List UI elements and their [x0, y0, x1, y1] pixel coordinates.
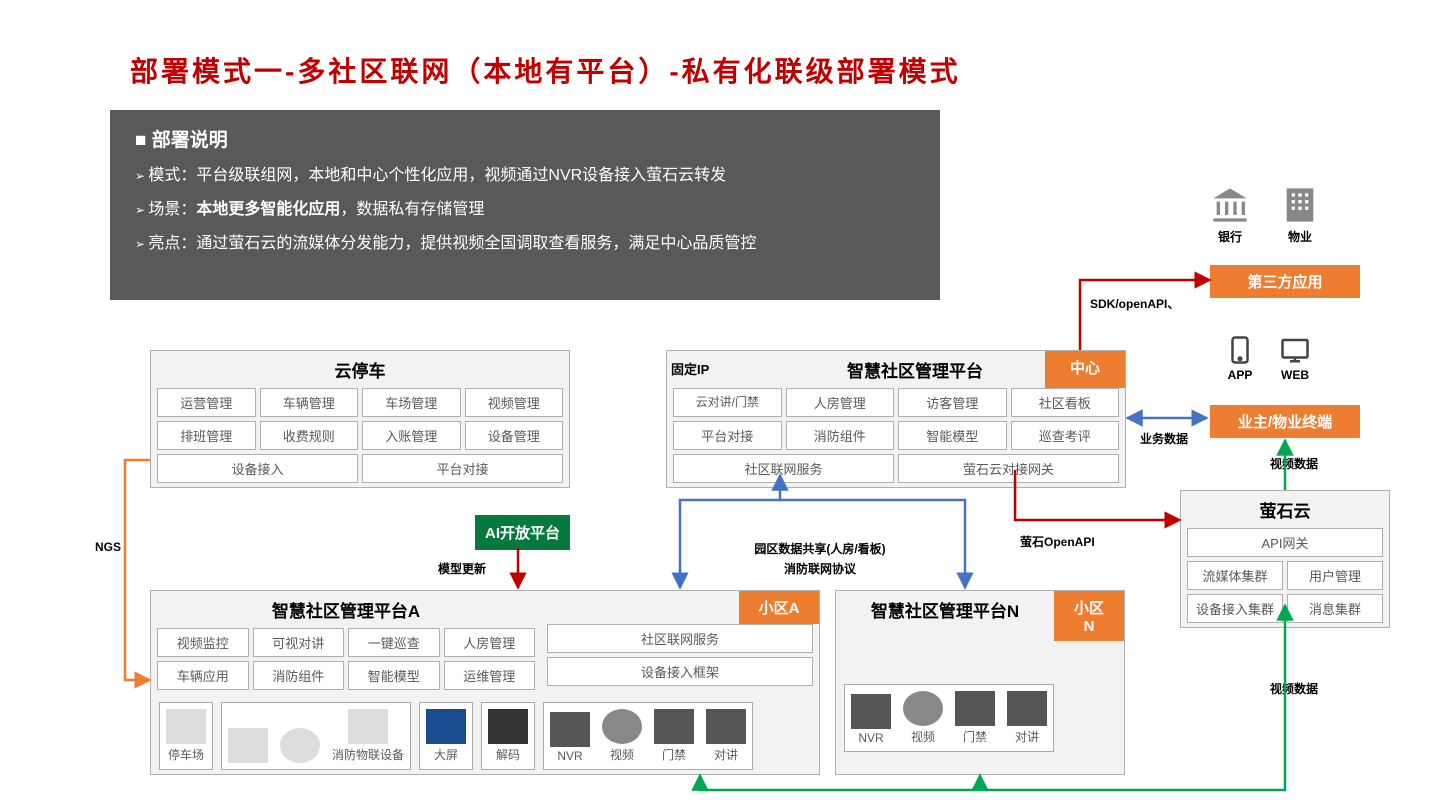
monitor-icon: WEB	[1280, 335, 1310, 382]
cell: 访客管理	[898, 388, 1007, 417]
fire-icon	[228, 728, 268, 763]
cell: 巡查考评	[1011, 421, 1120, 450]
cap: 停车场	[168, 746, 204, 763]
cap: 消防物联设备	[332, 746, 404, 763]
cell: API网关	[1187, 528, 1383, 557]
cap: 视频	[610, 746, 634, 763]
talk-icon	[706, 709, 746, 744]
cell: 设备接入集群	[1187, 594, 1283, 623]
nvr-icon	[851, 694, 891, 729]
cell: 人房管理	[444, 628, 536, 657]
talk-icon	[1007, 691, 1047, 726]
cell: 收费规则	[260, 421, 359, 450]
ys-panel: 萤石云 API网关 流媒体集群用户管理 设备接入集群消息集群	[1180, 490, 1390, 628]
third-badge: 第三方应用	[1210, 265, 1360, 298]
cell: 视频监控	[157, 628, 249, 657]
phone-icon: APP	[1225, 335, 1255, 382]
cell: 用户管理	[1287, 561, 1383, 590]
ai-label: 模型更新	[438, 560, 486, 577]
cell: 运维管理	[444, 661, 536, 690]
parking-title: 云停车	[151, 351, 569, 388]
desc-l2: 场景：本地更多智能化应用，数据私有存储管理	[135, 198, 915, 222]
cap: 对讲	[714, 746, 738, 763]
owner-badge: 业主/物业终端	[1210, 405, 1360, 438]
cell: 设备接入	[157, 454, 358, 483]
cap: 门禁	[662, 746, 686, 763]
screen-icon	[426, 709, 466, 744]
parking-icon	[166, 709, 206, 744]
desc-head: 部署说明	[135, 125, 915, 152]
cam-icon	[903, 691, 943, 726]
desc-l3: 亮点：通过萤石云的流媒体分发能力，提供视频全国调取查看服务，满足中心品质管控	[135, 232, 915, 256]
cell: 智能模型	[898, 421, 1007, 450]
fixed-ip: 固定IP	[667, 351, 785, 388]
cap: 解码	[496, 746, 520, 763]
pa-title: 智慧社区管理平台A	[151, 591, 541, 628]
app-web-icons: APP WEB	[1225, 335, 1310, 382]
parking-panel: 云停车 运营管理车辆管理车场管理视频管理 排班管理收费规则入账管理设备管理 设备…	[150, 350, 570, 488]
cell: 车辆管理	[260, 388, 359, 417]
cell: 车场管理	[362, 388, 461, 417]
biz-label: 业务数据	[1140, 430, 1188, 447]
bank-icon: 银行	[1210, 185, 1250, 245]
cell: 设备接入框架	[547, 657, 813, 686]
cap: NVR	[557, 749, 582, 763]
cap: 对讲	[1015, 728, 1039, 745]
cell: 社区联网服务	[673, 454, 894, 483]
cell: 视频管理	[465, 388, 564, 417]
cell: 消防组件	[786, 421, 895, 450]
decode-icon	[488, 709, 528, 744]
property-icon: 物业	[1280, 185, 1320, 245]
cell: 流媒体集群	[1187, 561, 1283, 590]
cell: 消息集群	[1287, 594, 1383, 623]
center-title: 智慧社区管理平台	[785, 351, 1045, 388]
ai-badge: AI开放平台	[475, 515, 570, 550]
cell: 可视对讲	[253, 628, 345, 657]
fire-label: 消防联网协议	[720, 560, 920, 577]
cell: 萤石云对接网关	[898, 454, 1119, 483]
cell: 一键巡查	[348, 628, 440, 657]
door-icon	[654, 709, 694, 744]
cap: NVR	[858, 731, 883, 745]
cell: 入账管理	[362, 421, 461, 450]
platformA-panel: 智慧社区管理平台A 视频监控可视对讲一键巡查人房管理 车辆应用消防组件智能模型运…	[150, 590, 820, 775]
ys-title: 萤石云	[1181, 491, 1389, 528]
cell: 排班管理	[157, 421, 256, 450]
cell: 社区联网服务	[547, 624, 813, 653]
cell: 社区看板	[1011, 388, 1120, 417]
cell: 平台对接	[362, 454, 563, 483]
fire-icon3	[348, 709, 388, 744]
cell: 设备管理	[465, 421, 564, 450]
pn-badge: 小区N	[1054, 591, 1124, 641]
top-icons: 银行 物业	[1210, 185, 1320, 245]
ngs-label: NGS	[95, 540, 121, 554]
cap: 视频	[911, 728, 935, 745]
cell: 平台对接	[673, 421, 782, 450]
pa-badge: 小区A	[739, 591, 819, 624]
ysapi-label: 萤石OpenAPI	[1020, 533, 1095, 550]
cap: 大屏	[434, 746, 458, 763]
share-label: 园区数据共享(人房/看板)	[720, 540, 920, 557]
desc-l1: 模式：平台级联组网，本地和中心个性化应用，视频通过NVR设备接入萤石云转发	[135, 164, 915, 188]
cell: 智能模型	[348, 661, 440, 690]
door-icon	[955, 691, 995, 726]
fire-icon2	[280, 728, 320, 763]
sdk-label: SDK/openAPI、	[1090, 295, 1179, 312]
center-panel: 固定IP智慧社区管理平台中心 云对讲/门禁人房管理访客管理社区看板 平台对接消防…	[666, 350, 1126, 488]
cell: 车辆应用	[157, 661, 249, 690]
pn-title: 智慧社区管理平台N	[836, 591, 1054, 641]
cap: 门禁	[963, 728, 987, 745]
cell: 消防组件	[253, 661, 345, 690]
cell: 云对讲/门禁	[673, 388, 782, 417]
nvr-icon	[550, 712, 590, 747]
vdata1-label: 视频数据	[1270, 455, 1318, 472]
cell: 运营管理	[157, 388, 256, 417]
cell: 人房管理	[786, 388, 895, 417]
cam-icon	[602, 709, 642, 744]
platformN-panel: 智慧社区管理平台N小区N NVR 视频 门禁 对讲	[835, 590, 1125, 775]
center-badge: 中心	[1045, 351, 1125, 388]
vdata2-label: 视频数据	[1270, 680, 1318, 697]
desc-panel: 部署说明 模式：平台级联组网，本地和中心个性化应用，视频通过NVR设备接入萤石云…	[110, 110, 940, 300]
page-title: 部署模式一-多社区联网（本地有平台）-私有化联级部署模式	[130, 50, 961, 90]
